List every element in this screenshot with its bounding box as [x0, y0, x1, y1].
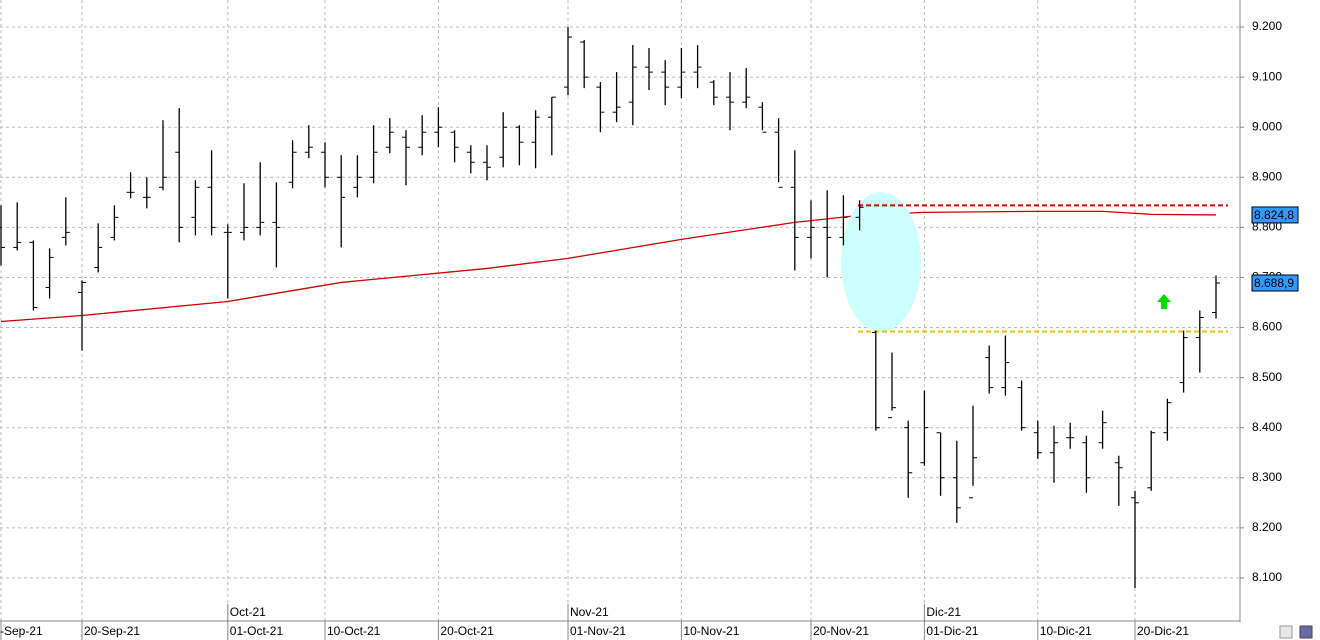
y-tick-label: 8.900: [1252, 169, 1282, 183]
y-tick-label: 8.200: [1252, 520, 1282, 534]
icon[interactable]: [1279, 625, 1293, 639]
y-tick-label: 9.100: [1252, 69, 1282, 83]
up-arrow: [1157, 294, 1171, 309]
y-tick-label: 8.600: [1252, 320, 1282, 334]
y-tick-label: 8.500: [1252, 370, 1282, 384]
x-tick-label: 10-Dic-21: [1040, 624, 1092, 638]
price-label: 8.824,8: [1254, 208, 1294, 222]
x-tick-label: 01-Dic-21: [926, 624, 978, 638]
y-tick-label: 8.400: [1252, 420, 1282, 434]
highlight-ellipse: [841, 192, 921, 332]
y-tick-label: 8.300: [1252, 470, 1282, 484]
x-tick-label: 20-Dic-21: [1137, 624, 1189, 638]
month-label: Oct-21: [230, 605, 266, 619]
y-tick-label: 9.200: [1252, 19, 1282, 33]
x-tick-label: 20-Sep-21: [84, 624, 140, 638]
y-tick-label: 9.000: [1252, 119, 1282, 133]
x-tick-label: 01-Oct-21: [230, 624, 284, 638]
price-label-box: [1251, 206, 1299, 224]
x-tick-label: 20-Oct-21: [440, 624, 494, 638]
x-tick-label: 01-Nov-21: [570, 624, 626, 638]
month-label: Dic-21: [926, 605, 961, 619]
x-tick-label: 10-Oct-21: [327, 624, 381, 638]
price-label: 8.688,9: [1254, 276, 1294, 290]
price-label-box: [1251, 274, 1299, 292]
moving-average: [0, 210, 1217, 323]
x-tick-label: 20-Nov-21: [813, 624, 869, 638]
month-label: Nov-21: [570, 605, 609, 619]
x-tick-label: 10-Nov-21: [683, 624, 739, 638]
y-tick-label: 8.100: [1252, 570, 1282, 584]
x-tick-label: -Sep-21: [0, 624, 43, 638]
save-icon[interactable]: [1299, 625, 1313, 639]
